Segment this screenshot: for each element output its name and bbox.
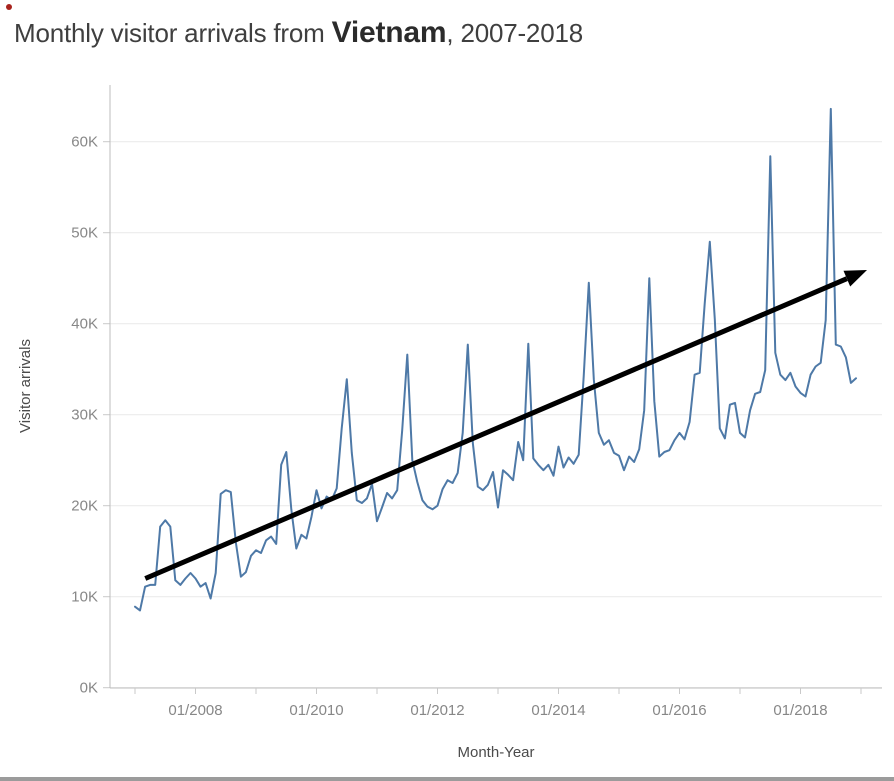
x-tick-label: 01/2014 (531, 702, 585, 719)
y-tick-label: 60K (71, 134, 98, 151)
y-tick-label: 0K (80, 680, 98, 697)
x-tick-label: 01/2012 (410, 702, 464, 719)
visitor-arrivals-line[interactable] (134, 107, 857, 612)
chart-title-suffix: , 2007-2018 (446, 18, 583, 48)
chart-title: Monthly visitor arrivals from Vietnam, 2… (14, 16, 583, 50)
y-tick-label: 30K (71, 407, 98, 424)
y-tick-label: 40K (71, 316, 98, 333)
y-tick-label: 10K (71, 589, 98, 606)
x-tick-label: 01/2018 (773, 702, 827, 719)
x-tick-label: 01/2016 (652, 702, 706, 719)
x-tick-label: 01/2010 (289, 702, 343, 719)
series[interactable] (134, 107, 857, 612)
y-tick-label: 50K (71, 225, 98, 242)
chart-title-country: Vietnam (331, 16, 447, 49)
y-tick-label: 20K (71, 498, 98, 515)
chart-title-prefix: Monthly visitor arrivals from (14, 18, 332, 48)
y-axis-title: Visitor arrivals (17, 339, 34, 433)
bottom-window-edge (0, 777, 894, 781)
gridlines (110, 141, 882, 689)
x-axis-title: Month-Year (458, 744, 535, 761)
trend-arrow-shaft (144, 276, 848, 581)
axes: 0K 10K 20K 30K 40K 50K 60K 01/2008 01/2010 01/201… (71, 85, 882, 719)
x-tick-label: 01/2008 (168, 702, 222, 719)
trend-arrow-head (843, 270, 867, 287)
trend-arrow (144, 270, 867, 581)
recording-dot (6, 4, 12, 10)
